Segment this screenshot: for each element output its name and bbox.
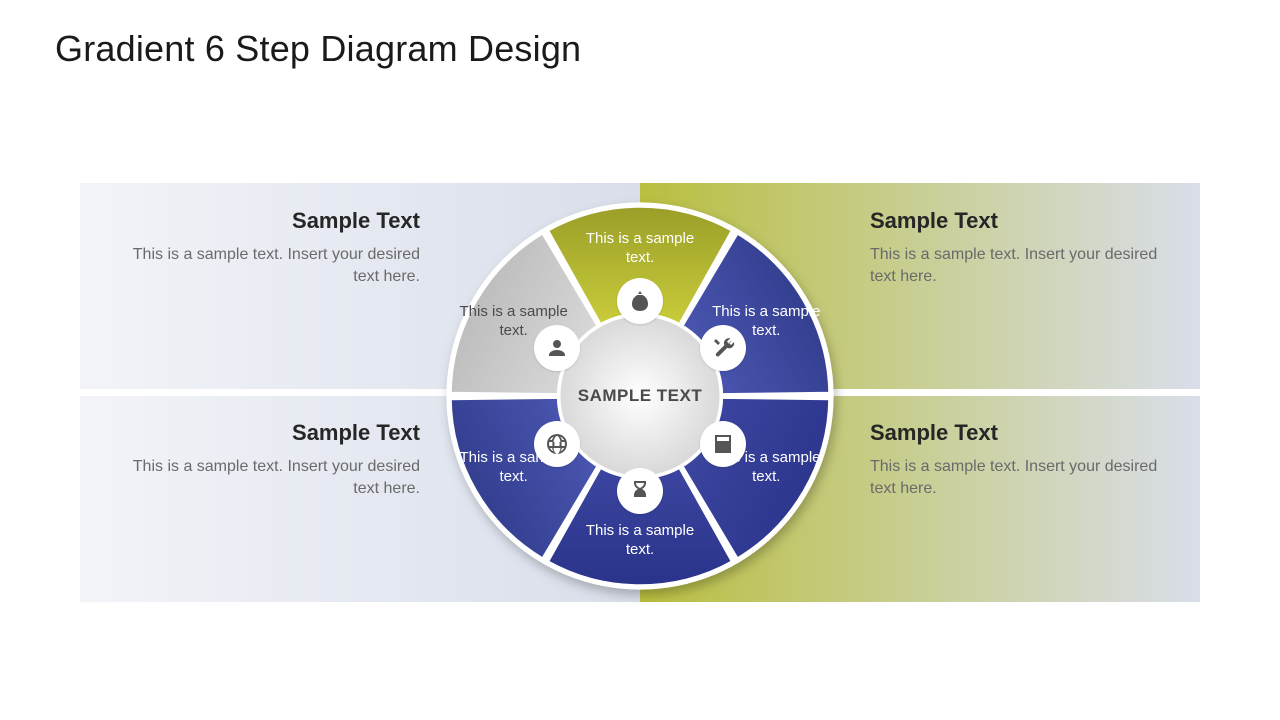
panel-body: This is a sample text. Insert your desir… [120, 244, 420, 287]
page-title: Gradient 6 Step Diagram Design [55, 28, 581, 70]
panel-bottom-right: Sample Text This is a sample text. Inser… [870, 420, 1170, 499]
panel-body: This is a sample text. Insert your desir… [120, 456, 420, 499]
panel-top-right: Sample Text This is a sample text. Inser… [870, 208, 1170, 287]
tools-icon [700, 325, 746, 371]
panel-body: This is a sample text. Insert your desir… [870, 244, 1170, 287]
panel-title: Sample Text [120, 420, 420, 446]
panel-top-left: Sample Text This is a sample text. Inser… [120, 208, 420, 287]
globe-icon [534, 421, 580, 467]
panel-body: This is a sample text. Insert your desir… [870, 456, 1170, 499]
panel-bottom-left: Sample Text This is a sample text. Inser… [120, 420, 420, 499]
panel-title: Sample Text [870, 208, 1170, 234]
calculator-icon [700, 421, 746, 467]
wheel-diagram: SAMPLE TEXT This is a sample text.This i… [419, 145, 861, 647]
money-bag-icon [617, 278, 663, 324]
wheel-center-label: SAMPLE TEXT [570, 386, 710, 406]
slide: Gradient 6 Step Diagram Design Sample Te… [0, 0, 1280, 720]
panel-title: Sample Text [120, 208, 420, 234]
panel-title: Sample Text [870, 420, 1170, 446]
